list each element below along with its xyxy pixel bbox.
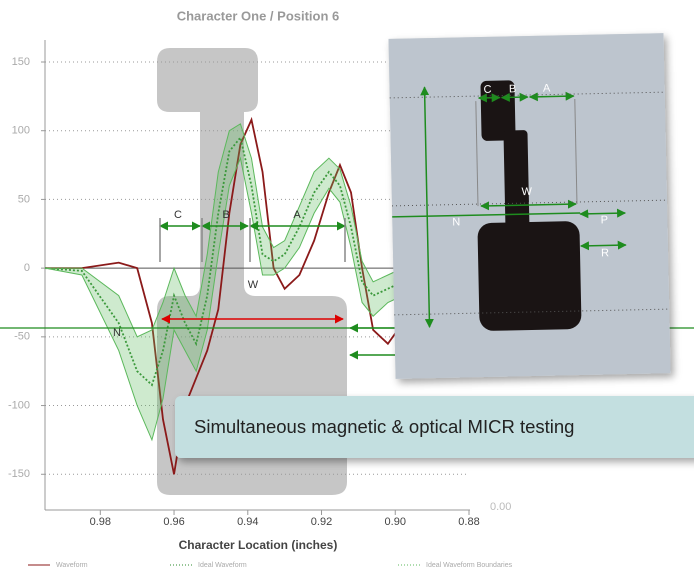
x-tick-label: 0.94 <box>237 516 258 528</box>
chart-title: Character One / Position 6 <box>177 8 340 23</box>
x-axis-title: Character Location (inches) <box>179 538 338 552</box>
photo-label: B <box>509 83 517 95</box>
photo-overlay: C B A W N P R <box>388 33 670 379</box>
legend-label: Waveform <box>56 562 88 569</box>
y-tick-label: 0 <box>24 262 30 274</box>
photo-label: W <box>521 186 532 198</box>
annotation: W <box>248 279 259 291</box>
legend-label: Ideal Waveform <box>198 562 247 569</box>
caption: Simultaneous magnetic & optical MICR tes… <box>194 416 574 437</box>
x-tick-label: 0.98 <box>90 516 111 528</box>
legend-label: Ideal Waveform Boundaries <box>426 562 513 569</box>
photo-label: N <box>452 216 460 228</box>
y-tick-label: 50 <box>18 193 30 205</box>
legend: Waveform Ideal Waveform Ideal Waveform Bou… <box>28 562 513 569</box>
photo-label: P <box>601 214 609 226</box>
annotation: 0.00 <box>490 501 511 513</box>
x-tick-label: 0.88 <box>458 516 479 528</box>
annotation: B <box>222 209 229 221</box>
photo-label: R <box>601 247 609 259</box>
y-tick-label: -50 <box>14 331 30 343</box>
y-tick-label: -150 <box>8 468 30 480</box>
annotation: N <box>113 327 121 339</box>
annotation: A <box>293 209 301 221</box>
y-tick-label: -100 <box>8 399 30 411</box>
annotation: C <box>174 209 182 221</box>
x-tick-label: 0.96 <box>163 516 184 528</box>
x-tick-label: 0.92 <box>311 516 332 528</box>
x-tick-label: 0.90 <box>385 516 406 528</box>
photo-label: C <box>483 84 491 96</box>
y-tick-label: 150 <box>12 56 30 68</box>
photo-label: A <box>543 82 551 94</box>
y-tick-label: 100 <box>12 125 30 137</box>
